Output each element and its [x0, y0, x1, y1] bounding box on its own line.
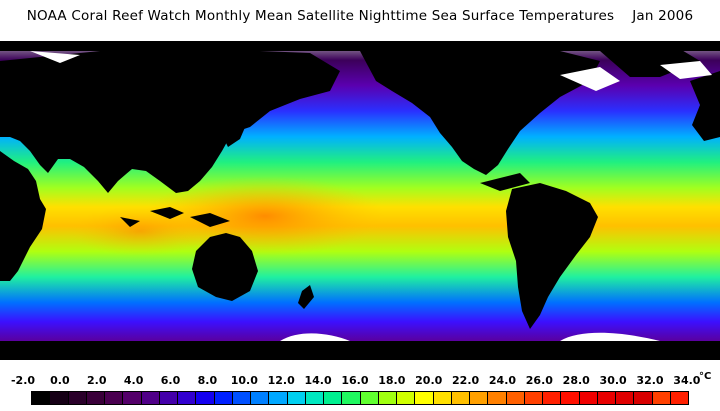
- colorbar-swatch: [597, 392, 616, 404]
- sst-map: [0, 41, 720, 360]
- sst-map-svg: [0, 41, 720, 360]
- arctic-land: [0, 41, 720, 51]
- colorbar-swatch: [415, 392, 434, 404]
- colorbar-swatch: [543, 392, 562, 404]
- colorbar-tick-label: 34.0: [673, 374, 701, 387]
- colorbar-unit: °C: [699, 371, 712, 382]
- colorbar-swatch: [616, 392, 635, 404]
- colorbar-tick-label: -2.0: [10, 374, 36, 387]
- colorbar-swatch: [68, 392, 87, 404]
- land-africa: [0, 151, 46, 281]
- land-europe-east: [690, 71, 720, 141]
- colorbar-swatch: [105, 392, 124, 404]
- land-caribbean: [480, 173, 530, 191]
- colorbar-swatch: [324, 392, 343, 404]
- colorbar-tick-labels: -2.0 0.0 2.0 4.0 6.0 8.0 10.0 12.0 14.0 16.0 18.0 2…: [0, 371, 720, 390]
- colorbar-tick-label: 28.0: [562, 374, 590, 387]
- colorbar-swatch: [287, 392, 306, 404]
- colorbar-swatch: [196, 392, 215, 404]
- colorbar-swatch: [123, 392, 142, 404]
- chart-title: NOAA Coral Reef Watch Monthly Mean Satel…: [26, 8, 694, 24]
- colorbar-tick-label: 32.0: [636, 374, 664, 387]
- colorbar-tick-label: 12.0: [267, 374, 295, 387]
- colorbar-swatch: [251, 392, 270, 404]
- colorbar-tick-label: 10.0: [230, 374, 258, 387]
- land-eurasia: [0, 47, 340, 193]
- land-japan: [224, 111, 246, 147]
- land-south-america: [506, 183, 598, 329]
- colorbar-swatch: [506, 392, 525, 404]
- colorbar-tick-label: 20.0: [415, 374, 443, 387]
- colorbar-tick-label: 6.0: [160, 374, 181, 387]
- colorbar-swatch: [670, 392, 688, 404]
- colorbar-swatch: [305, 392, 324, 404]
- colorbar-swatch: [470, 392, 489, 404]
- colorbar-tick-label: 4.0: [123, 374, 144, 387]
- colorbar-swatch: [488, 392, 507, 404]
- colorbar-swatch: [32, 392, 51, 404]
- colorbar-swatch: [86, 392, 105, 404]
- colorbar-swatch: [561, 392, 580, 404]
- sea-ice-south: [280, 332, 660, 341]
- colorbar-swatch: [397, 392, 416, 404]
- colorbar-swatch: [269, 392, 288, 404]
- colorbar-swatch: [214, 392, 233, 404]
- colorbar-tick-label: 16.0: [341, 374, 369, 387]
- colorbar-swatch: [634, 392, 653, 404]
- colorbar-swatch: [360, 392, 379, 404]
- colorbar-tick-label: 24.0: [488, 374, 517, 387]
- colorbar-tick-label: 22.0: [452, 374, 480, 387]
- colorbar-tick-label: 2.0: [87, 374, 107, 387]
- colorbar-tick-label: 30.0: [599, 374, 627, 387]
- land-north-america: [360, 49, 600, 175]
- colorbar-swatch: [378, 392, 397, 404]
- colorbar-swatch: [159, 392, 178, 404]
- colorbar-swatch: [178, 392, 197, 404]
- colorbar: [31, 391, 689, 405]
- colorbar-swatch: [579, 392, 598, 404]
- colorbar-swatch: [342, 392, 361, 404]
- colorbar-swatch: [50, 392, 69, 404]
- colorbar-swatch: [652, 392, 671, 404]
- colorbar-swatch: [232, 392, 251, 404]
- colorbar-tick-label: 26.0: [525, 374, 553, 387]
- colorbar-tick-label: 14.0: [304, 374, 332, 387]
- colorbar-swatch: [451, 392, 470, 404]
- colorbar-tick-label: 8.0: [197, 374, 218, 387]
- colorbar-swatch: [141, 392, 160, 404]
- land-australia: [192, 233, 258, 301]
- colorbar-tick-label: 0.0: [50, 374, 70, 387]
- colorbar-swatch: [433, 392, 452, 404]
- colorbar-tick-label: 18.0: [378, 374, 406, 387]
- land-new-zealand: [298, 285, 314, 309]
- colorbar-swatch: [524, 392, 543, 404]
- antarctic-land: [0, 341, 720, 360]
- land-indonesia: [120, 207, 230, 227]
